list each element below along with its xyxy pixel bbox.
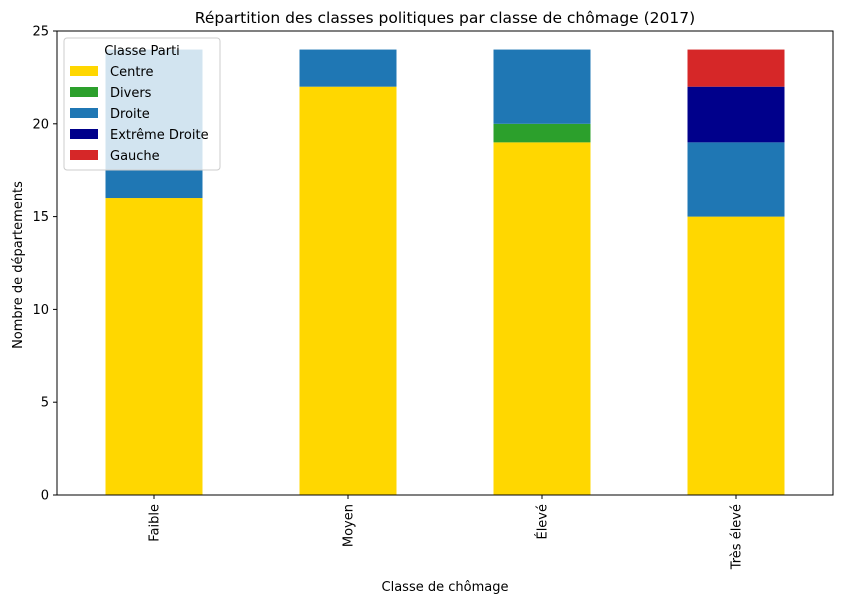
y-tick-label: 25	[32, 25, 49, 40]
x-tick-label: Élevé	[535, 504, 551, 540]
legend-label: Droite	[110, 107, 150, 122]
plot-frame	[56, 30, 834, 496]
bar-élevé-droite	[493, 49, 591, 124]
legend-label: Extrême Droite	[110, 128, 209, 143]
bar-faible-centre	[105, 198, 203, 496]
legend-title: Classe Parti	[104, 44, 180, 59]
legend-swatch	[70, 129, 98, 139]
legend-label: Divers	[110, 86, 152, 101]
chart-title: Répartition des classes politiques par c…	[195, 9, 695, 27]
y-tick-label: 15	[32, 210, 49, 225]
y-tick-label: 20	[32, 117, 49, 132]
legend-label: Gauche	[110, 149, 160, 164]
y-tick-label: 10	[32, 303, 49, 318]
axes-layer: 0 5 10 15 20 25 Faible Moyen Élevé Très élevé	[32, 25, 834, 570]
legend-box	[63, 37, 221, 171]
x-tick-label: Très élevé	[730, 504, 745, 570]
legend-label: Centre	[110, 65, 153, 80]
bar-élevé-centre	[493, 142, 591, 496]
bar-très-élevé-gauche	[687, 49, 785, 87]
legend-swatch	[70, 87, 98, 97]
x-tick-label: Moyen	[342, 504, 357, 547]
x-tick-label: Faible	[148, 504, 163, 542]
legend-swatch	[70, 108, 98, 118]
y-axis-title: Nombre de départements	[11, 181, 26, 349]
bar-très-élevé-centre	[687, 216, 785, 495]
y-tick-label: 5	[41, 396, 49, 411]
bar-élevé-divers	[493, 123, 591, 143]
bar-moyen-droite	[299, 49, 397, 87]
bar-très-élevé-droite	[687, 142, 785, 217]
legend-swatch	[70, 66, 98, 76]
x-axis-title: Classe de chômage	[382, 580, 509, 595]
bar-très-élevé-extrême-droite	[687, 86, 785, 143]
legend-swatch	[70, 150, 98, 160]
bar-moyen-centre	[299, 86, 397, 496]
legend: Classe Parti Centre Divers Droite Extrême Dr…	[63, 37, 221, 171]
y-tick-label: 0	[41, 489, 49, 504]
